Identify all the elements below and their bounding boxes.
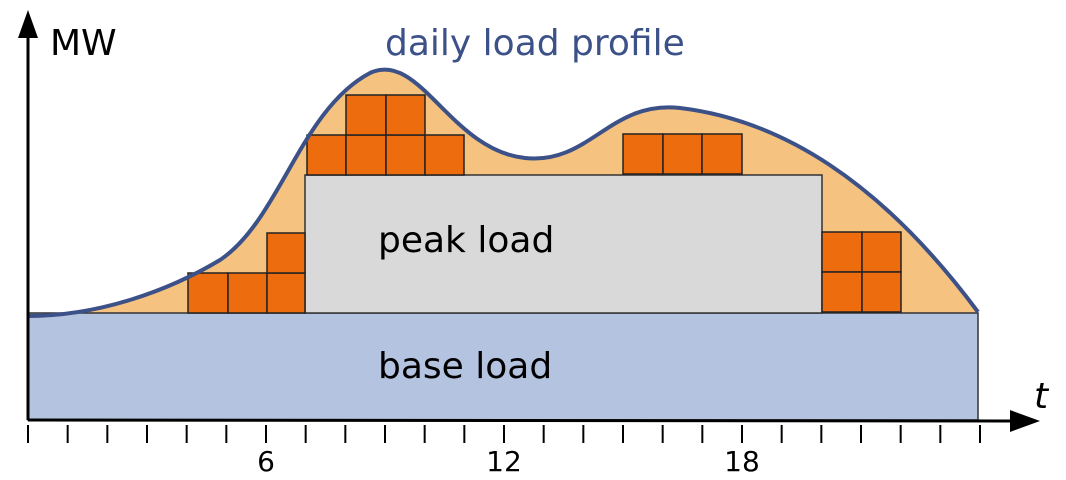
block bbox=[385, 134, 426, 176]
block bbox=[306, 134, 347, 176]
block bbox=[266, 232, 306, 274]
block bbox=[861, 271, 902, 313]
block bbox=[861, 231, 902, 273]
block bbox=[701, 133, 743, 175]
tick-label: 18 bbox=[724, 445, 760, 478]
peak-region bbox=[304, 174, 823, 314]
peak-label: peak load bbox=[378, 220, 554, 261]
y-label: MW bbox=[50, 23, 117, 64]
block bbox=[345, 94, 387, 136]
blocks bbox=[187, 94, 902, 314]
base-label: base load bbox=[378, 346, 552, 387]
block bbox=[821, 271, 863, 313]
block bbox=[821, 231, 863, 273]
tick-label: 12 bbox=[486, 445, 522, 478]
block bbox=[424, 134, 465, 176]
x-label: t bbox=[1034, 376, 1050, 417]
block bbox=[662, 133, 703, 175]
x-ticks bbox=[27, 425, 981, 443]
block bbox=[266, 272, 306, 314]
block bbox=[345, 134, 387, 176]
profile-curve bbox=[27, 67, 980, 318]
x-arrow bbox=[1010, 410, 1040, 432]
block bbox=[187, 272, 229, 314]
tick-label: 6 bbox=[257, 445, 275, 478]
x-axis bbox=[27, 418, 1016, 423]
block bbox=[622, 133, 664, 175]
title: daily load profile bbox=[385, 23, 685, 64]
y-arrow bbox=[18, 10, 38, 38]
block bbox=[385, 94, 426, 136]
block bbox=[227, 272, 268, 314]
